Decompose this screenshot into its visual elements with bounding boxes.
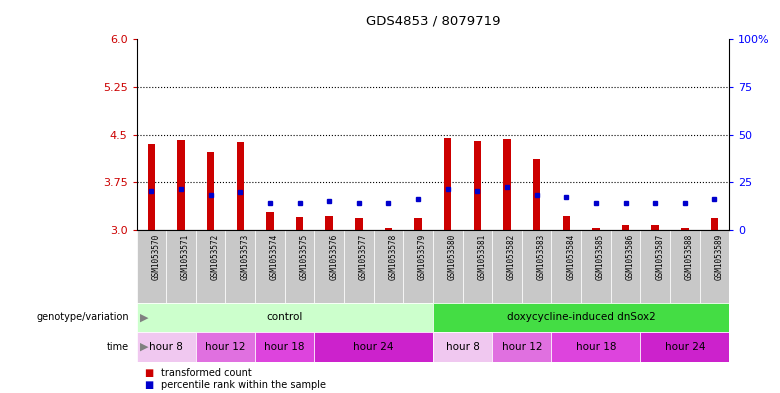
Text: GSM1053584: GSM1053584 — [566, 233, 576, 280]
Bar — [562, 216, 570, 230]
Text: GSM1053574: GSM1053574 — [270, 233, 279, 280]
Text: GSM1053576: GSM1053576 — [329, 233, 339, 280]
Bar — [611, 230, 640, 303]
Bar — [136, 230, 166, 303]
Text: GSM1053573: GSM1053573 — [240, 233, 250, 280]
Text: GSM1053585: GSM1053585 — [596, 233, 605, 280]
Bar — [651, 225, 659, 230]
Text: hour 8: hour 8 — [149, 342, 183, 352]
Bar — [314, 230, 344, 303]
Text: ▶: ▶ — [140, 312, 149, 322]
Text: GSM1053580: GSM1053580 — [448, 233, 457, 280]
Bar — [355, 219, 363, 230]
Text: GSM1053571: GSM1053571 — [181, 233, 190, 280]
Text: GSM1053570: GSM1053570 — [151, 233, 161, 280]
Text: GSM1053579: GSM1053579 — [418, 233, 427, 280]
Text: control: control — [267, 312, 303, 322]
Bar — [285, 230, 314, 303]
Bar — [551, 230, 581, 303]
Text: GSM1053581: GSM1053581 — [477, 233, 487, 280]
Text: hour 18: hour 18 — [264, 342, 305, 352]
Text: hour 12: hour 12 — [205, 342, 246, 352]
Bar — [236, 142, 244, 230]
Bar — [325, 216, 333, 230]
Text: genotype/variation: genotype/variation — [36, 312, 129, 322]
Text: doxycycline-induced dnSox2: doxycycline-induced dnSox2 — [507, 312, 655, 322]
Text: hour 24: hour 24 — [665, 342, 705, 352]
Text: GSM1053575: GSM1053575 — [300, 233, 309, 280]
Text: GSM1053587: GSM1053587 — [655, 233, 665, 280]
Text: hour 24: hour 24 — [353, 342, 394, 352]
Text: percentile rank within the sample: percentile rank within the sample — [161, 380, 327, 390]
Bar — [700, 230, 729, 303]
Bar — [166, 230, 196, 303]
Text: transformed count: transformed count — [161, 367, 252, 378]
Text: GSM1053582: GSM1053582 — [507, 233, 516, 280]
Bar — [403, 230, 433, 303]
Text: GSM1053586: GSM1053586 — [626, 233, 635, 280]
Text: GDS4853 / 8079719: GDS4853 / 8079719 — [366, 15, 500, 28]
Bar — [207, 152, 215, 230]
Bar — [492, 230, 522, 303]
Text: GSM1053578: GSM1053578 — [388, 233, 398, 280]
Bar — [136, 332, 196, 362]
Text: hour 12: hour 12 — [502, 342, 542, 352]
Bar — [670, 230, 700, 303]
Bar — [640, 332, 729, 362]
Bar — [177, 140, 185, 230]
Text: ▶: ▶ — [140, 342, 149, 352]
Bar — [385, 228, 392, 230]
Bar — [444, 138, 452, 230]
Text: ■: ■ — [144, 367, 154, 378]
Bar — [296, 217, 303, 230]
Bar — [344, 230, 374, 303]
Bar — [147, 144, 155, 230]
Bar — [255, 332, 314, 362]
Bar — [196, 230, 225, 303]
Text: hour 8: hour 8 — [445, 342, 480, 352]
Bar — [314, 332, 433, 362]
Text: GSM1053572: GSM1053572 — [211, 233, 220, 280]
Bar — [414, 219, 422, 230]
Text: GSM1053583: GSM1053583 — [537, 233, 546, 280]
Bar — [581, 230, 611, 303]
Bar — [551, 332, 640, 362]
Bar — [592, 228, 600, 230]
Bar — [433, 303, 729, 332]
Bar — [533, 159, 541, 230]
Text: GSM1053589: GSM1053589 — [714, 233, 724, 280]
Text: time: time — [107, 342, 129, 352]
Bar — [473, 141, 481, 230]
Bar — [433, 332, 492, 362]
Bar — [492, 332, 551, 362]
Text: hour 18: hour 18 — [576, 342, 616, 352]
Bar — [196, 332, 255, 362]
Bar — [503, 139, 511, 230]
Bar — [433, 230, 463, 303]
Text: GSM1053577: GSM1053577 — [359, 233, 368, 280]
Bar — [522, 230, 551, 303]
Bar — [136, 303, 433, 332]
Bar — [711, 219, 718, 230]
Bar — [681, 228, 689, 230]
Text: GSM1053588: GSM1053588 — [685, 233, 694, 280]
Bar — [374, 230, 403, 303]
Bar — [266, 212, 274, 230]
Bar — [463, 230, 492, 303]
Bar — [255, 230, 285, 303]
Bar — [622, 225, 629, 230]
Bar — [640, 230, 670, 303]
Bar — [225, 230, 255, 303]
Text: ■: ■ — [144, 380, 154, 390]
